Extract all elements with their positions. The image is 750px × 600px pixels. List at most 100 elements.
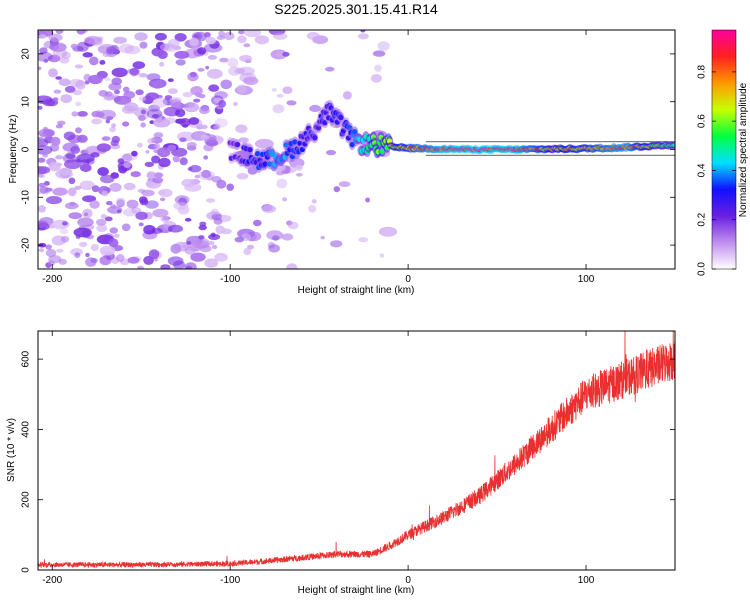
spectrogram-noise-cell [198,224,207,231]
spectrogram-noise-cell [182,91,193,98]
spectrogram-xlabel: Height of straight line (km) [298,285,415,296]
spectrogram-noise-cell [287,221,299,230]
spectrogram-noise-cell [106,256,111,260]
spectrogram-noise-cell [84,80,90,85]
spectrogram-noise-cell [325,66,335,72]
spectrogram-noise-cell [220,79,232,90]
spectrogram-noise-cell [164,95,173,100]
spectrogram-noise-cell [138,96,146,102]
figure-title: S225.2025.301.15.41.R14 [274,1,438,17]
spectrogram-noise-cell [38,34,47,39]
spectrogram-noise-cell [47,260,56,266]
spectrogram-xtick-label: 100 [578,274,595,285]
spectrogram-noise-cell [282,197,287,202]
spectrogram-noise-cell [216,35,225,40]
spectrogram-noise-cell [179,118,191,127]
spectrogram-noise-cell [197,47,207,55]
spectrogram-noise-cell [64,202,79,210]
spectrogram-noise-cell [38,66,42,71]
spectrogram-noise-cell [96,143,111,152]
spectrogram-noise-cell [243,76,259,86]
spectrogram-noise-cell [272,104,285,114]
spectrogram-noise-cell [109,182,122,192]
spectrogram-noise-cell [75,158,82,163]
spectrogram-noise-cell [52,187,68,196]
spectrogram-noise-cell [43,181,50,186]
spectrogram-noise-cell [186,241,192,245]
spectrogram-noise-cell [67,187,77,197]
spectrogram-noise-cell [169,266,175,269]
spectrogram-noise-cell [63,131,76,141]
spectrogram-noise-cell [68,177,76,185]
spectrogram-noise-cell [360,30,366,33]
spectrogram-noise-cell [198,235,205,240]
spectrogram-noise-cell [254,138,274,149]
spectrogram-noise-cell [173,260,186,269]
spectrogram-ridge-cell [312,135,318,141]
snr-frame [37,330,676,571]
spectrogram-noise-cell [139,41,148,49]
spectrogram-noise-cell [189,71,197,78]
spectrogram-noise-cell [160,264,171,269]
spectrogram-noise-cell [113,36,127,44]
spectrogram-noise-cell [50,136,61,146]
spectrogram-noise-cell [38,220,49,228]
spectrogram-noise-cell [268,244,280,253]
spectrogram-noise-cell [107,206,123,214]
spectrogram-noise-cell [170,99,182,108]
spectrogram-noise-cell [62,142,79,152]
spectrogram-noise-cell [64,85,76,93]
spectrogram-noise-cell [144,161,154,168]
spectrogram-ridge-cell [672,143,675,147]
spectrogram-noise-cell [140,109,147,115]
spectrogram-noise-cell [237,35,247,44]
spectrogram-noise-cell [39,47,48,55]
spectrogram-noise-cell [104,77,111,81]
spectrogram-noise-cell [172,155,180,163]
spectrogram-noise-cell [43,58,49,63]
snr-xtick-label: 100 [578,575,595,586]
snr-ytick-label: 600 [21,350,32,367]
spectrogram-noise-cell [75,101,82,107]
spectrogram-noise-cell [70,248,83,256]
spectrogram-noise-cell [154,143,161,150]
spectrogram-noise-cell [55,76,62,80]
spectrogram-noise-cell [68,212,83,220]
spectrogram-noise-cell [211,244,218,250]
spectrogram-noise-cell [52,97,59,102]
spectrogram-noise-cell [208,233,221,241]
spectrogram-noise-cell [95,218,107,226]
spectrogram-noise-cell [374,64,382,72]
spectrogram-noise-cell [70,43,78,49]
spectrogram-noise-cell [73,227,92,238]
colorbar-tick-label: 0.2 [697,212,708,226]
spectrogram-noise-cell [48,161,61,172]
spectrogram-noise-cell [38,174,44,178]
spectrogram-noise-cell [213,218,223,225]
spectrogram-noise-cell [121,223,131,232]
spectrogram-noise-cell [200,124,208,130]
spectrogram-heatmap [38,30,675,269]
spectrogram-noise-cell [99,60,106,65]
spectrogram-ridge-cell [379,148,385,155]
spectrogram-noise-cell [159,61,165,67]
spectrogram-noise-cell [77,134,88,143]
spectrogram-noise-cell [194,174,200,179]
spectrogram-noise-cell [238,30,245,35]
spectrogram-xtick-label: -100 [220,274,240,285]
spectrogram-noise-cell [59,57,70,64]
colorbar: 0.0 0.2 0.4 0.6 0.8 Normalized spectral ampl… [697,29,749,276]
spectrogram-noise-cell [234,236,245,243]
spectrogram-noise-cell [90,258,98,263]
spectrogram-noise-cell [132,61,146,69]
spectrogram-noise-cell [195,91,201,98]
spectrogram-noise-cell [159,42,175,52]
spectrogram-noise-cell [97,109,117,120]
spectrogram-noise-cell [129,67,140,76]
spectrogram-noise-cell [88,74,103,85]
spectrogram-noise-cell [102,52,110,58]
spectrogram-noise-cell [236,173,249,180]
spectrogram-noise-cell [342,91,352,100]
